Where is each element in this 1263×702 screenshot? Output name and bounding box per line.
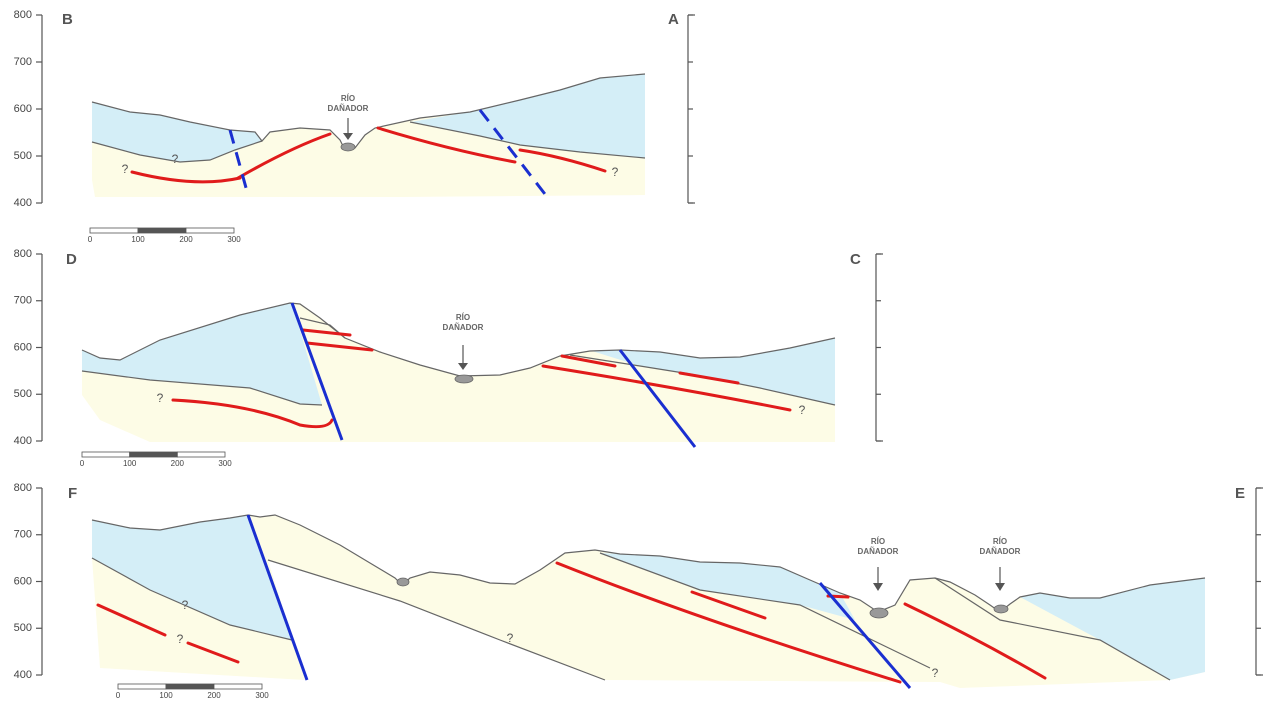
elevation-label: 600 [14, 341, 32, 353]
section-label: D [66, 251, 77, 268]
query-mark: ? [932, 666, 939, 680]
scale-segment [118, 684, 166, 689]
river-label: DAÑADOR [443, 323, 484, 332]
scale-label: 100 [131, 235, 145, 244]
section-label: F [68, 485, 77, 502]
scale-segment [130, 452, 178, 457]
river-label: DAÑADOR [328, 104, 369, 113]
scale-label: 100 [123, 459, 137, 468]
scale-label: 300 [227, 235, 241, 244]
elevation-label: 700 [14, 295, 32, 307]
query-mark: ? [507, 631, 514, 645]
elevation-label: 800 [14, 248, 32, 260]
scale-label: 0 [116, 691, 121, 700]
section-geology [92, 515, 1205, 688]
scale-label: 200 [179, 235, 193, 244]
scale-segment [186, 228, 234, 233]
scale-label: 300 [218, 459, 232, 468]
river-label: DAÑADOR [980, 547, 1021, 556]
elevation-label: 800 [14, 482, 32, 494]
query-mark: ? [157, 391, 164, 405]
scale-segment [166, 684, 214, 689]
elevation-label: 800 [14, 9, 32, 21]
scale-segment [177, 452, 225, 457]
section-label: B [62, 11, 73, 28]
query-mark: ? [799, 403, 806, 417]
elevation-label: 400 [14, 435, 32, 447]
elevation-label: 700 [14, 529, 32, 541]
query-mark: ? [172, 152, 179, 166]
elevation-label: 500 [14, 622, 32, 634]
section-label: A [668, 11, 679, 28]
river-label: RÍO [993, 537, 1007, 546]
river-label: RÍO [456, 313, 470, 322]
query-mark: ? [612, 165, 619, 179]
elevation-label: 400 [14, 669, 32, 681]
scale-segment [138, 228, 186, 233]
elevation-label: 600 [14, 103, 32, 115]
elevation-label: 600 [14, 575, 32, 587]
elevation-label: 700 [14, 56, 32, 68]
scale-label: 200 [171, 459, 185, 468]
query-mark: ? [182, 598, 189, 612]
scale-segment [82, 452, 130, 457]
scale-label: 200 [207, 691, 221, 700]
scale-label: 0 [80, 459, 85, 468]
scale-label: 100 [159, 691, 173, 700]
elevation-label: 500 [14, 150, 32, 162]
section-label: C [850, 251, 861, 268]
scale-label: 300 [255, 691, 269, 700]
river-label: RÍO [341, 94, 355, 103]
scale-label: 0 [88, 235, 93, 244]
scale-segment [90, 228, 138, 233]
elevation-label: 500 [14, 388, 32, 400]
river-label: DAÑADOR [858, 547, 899, 556]
scale-segment [214, 684, 262, 689]
query-mark: ? [122, 162, 129, 176]
river-label: RÍO [871, 537, 885, 546]
section-geology [92, 74, 645, 198]
elevation-label: 400 [14, 197, 32, 209]
section-label: E [1235, 485, 1245, 502]
cross-sections: BA800700600500400RÍODAÑADOR???0100200300… [0, 0, 1263, 702]
query-mark: ? [177, 632, 184, 646]
